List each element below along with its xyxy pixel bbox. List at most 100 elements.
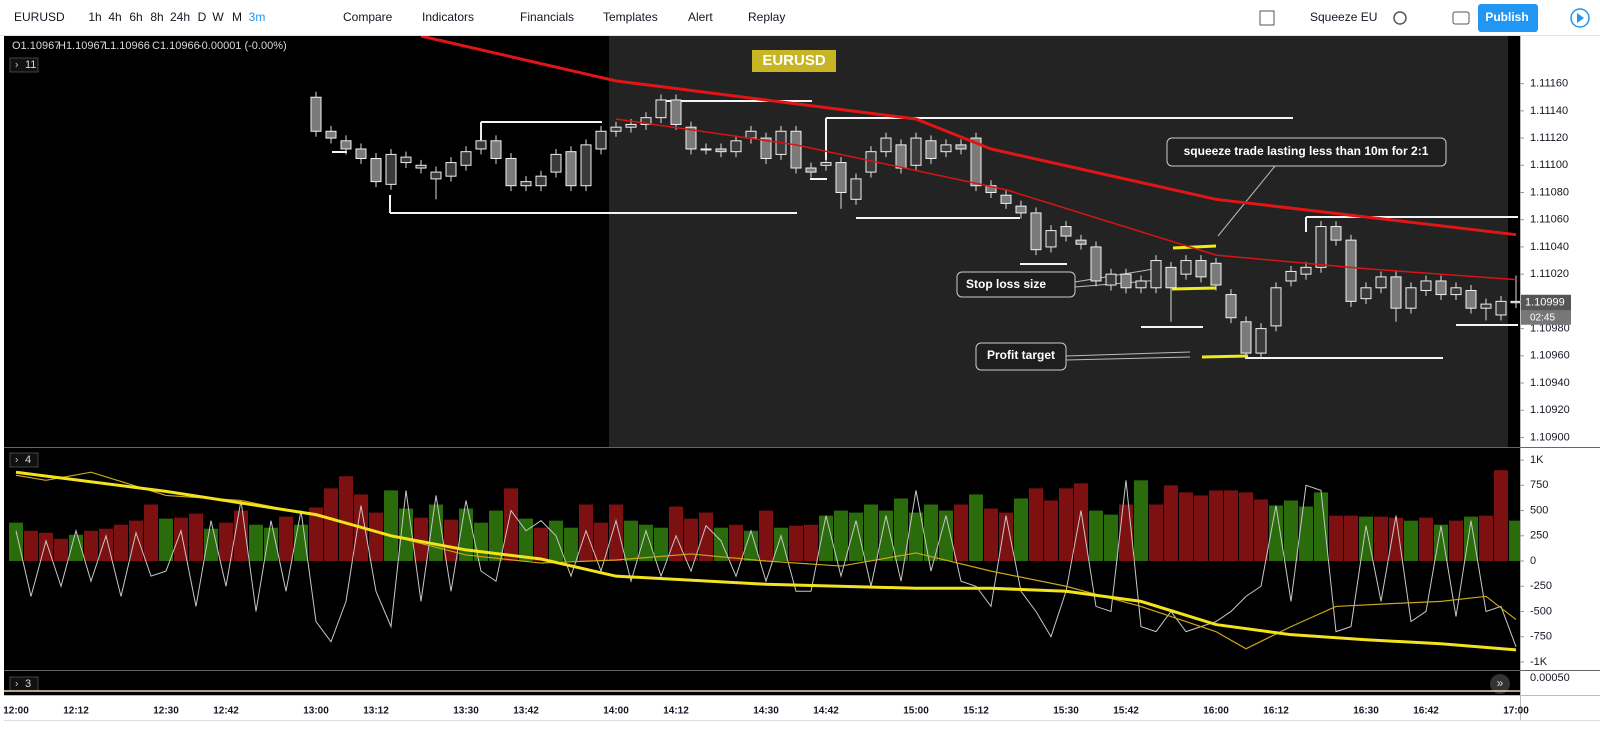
fullscreen-toggle[interactable] bbox=[1259, 10, 1275, 26]
histogram-bar bbox=[1329, 515, 1343, 562]
scroll-button[interactable] bbox=[1490, 674, 1510, 694]
histogram-bar bbox=[849, 512, 863, 562]
snapshot-icon[interactable] bbox=[1452, 11, 1470, 25]
histogram-bar bbox=[9, 522, 23, 562]
histogram-bar bbox=[564, 527, 578, 562]
layout-name[interactable]: Squeeze EU bbox=[1310, 10, 1377, 24]
histogram-bar bbox=[474, 522, 488, 562]
callout-box bbox=[1166, 137, 1447, 167]
histogram-bar bbox=[609, 504, 623, 562]
candle-body bbox=[535, 175, 547, 187]
candle-body bbox=[1255, 328, 1267, 354]
histogram-bar bbox=[1254, 499, 1268, 562]
histogram-bar bbox=[144, 504, 158, 562]
pane-chevron: › bbox=[15, 455, 18, 466]
histogram-bar bbox=[1494, 470, 1508, 562]
x-tick-label: 14:00 bbox=[603, 706, 629, 717]
pane-toggle[interactable] bbox=[9, 452, 39, 468]
histogram-bar bbox=[384, 490, 398, 562]
x-tick-label: 12:00 bbox=[3, 706, 29, 717]
publish-button[interactable] bbox=[1478, 4, 1538, 32]
candle-body bbox=[910, 137, 922, 166]
interval-button[interactable]: 1h bbox=[88, 10, 101, 24]
y-tick-label: 500 bbox=[1530, 504, 1548, 516]
candle-body bbox=[1045, 230, 1057, 248]
candle-body bbox=[310, 96, 322, 132]
candle-body bbox=[505, 157, 517, 187]
ohlc-value: -0.00001 (-0.00%) bbox=[198, 40, 287, 52]
ma-fast bbox=[615, 118, 1517, 281]
histogram-bar bbox=[54, 538, 68, 562]
y-tick-label: 1.10960 bbox=[1530, 350, 1570, 362]
candle-body bbox=[370, 157, 382, 183]
toolbar-button[interactable]: Compare bbox=[343, 10, 393, 24]
candle-body bbox=[1210, 262, 1222, 286]
candle-body bbox=[385, 153, 397, 185]
signal-line bbox=[15, 480, 1517, 647]
play-button[interactable] bbox=[1570, 8, 1590, 28]
histogram-bar bbox=[1059, 488, 1073, 562]
candle-body bbox=[1480, 303, 1492, 309]
interval-button[interactable]: 3m bbox=[249, 10, 266, 24]
interval-button[interactable]: 4h bbox=[108, 10, 121, 24]
interval-button[interactable]: W bbox=[212, 10, 224, 24]
toolbar-button[interactable]: Alert bbox=[688, 10, 713, 24]
histogram-bar bbox=[879, 510, 893, 562]
histogram-bar bbox=[759, 510, 773, 562]
interval-button[interactable]: D bbox=[198, 10, 207, 24]
oscillator-plot bbox=[9, 470, 1520, 652]
publish-label[interactable]: Publish bbox=[1485, 10, 1528, 24]
histogram-bar bbox=[939, 510, 953, 562]
interval-button[interactable]: M bbox=[232, 10, 242, 24]
candle-body bbox=[1090, 246, 1102, 282]
histogram-bar bbox=[1314, 492, 1328, 562]
ohlc-value: L1.10966 bbox=[104, 40, 150, 52]
histogram-bar bbox=[1209, 490, 1223, 562]
x-tick-label: 13:30 bbox=[453, 706, 479, 717]
histogram-bar bbox=[294, 524, 308, 562]
histogram-bar bbox=[1434, 524, 1448, 562]
histogram-bar bbox=[579, 504, 593, 562]
histogram-bar bbox=[1479, 515, 1493, 562]
x-tick-label: 15:30 bbox=[1053, 706, 1079, 717]
y-tick-label: -1K bbox=[1530, 656, 1548, 668]
candle-body bbox=[760, 137, 772, 159]
settings-icon[interactable] bbox=[1393, 11, 1407, 25]
toolbar-button[interactable]: Indicators bbox=[422, 10, 474, 24]
candle-body bbox=[1285, 270, 1297, 282]
candle-body bbox=[610, 126, 622, 132]
interval-button[interactable]: 6h bbox=[129, 10, 142, 24]
toolbar-button[interactable]: Replay bbox=[748, 10, 785, 24]
histogram-bar bbox=[984, 508, 998, 562]
candle-body bbox=[415, 164, 427, 169]
pane-chevron: › bbox=[15, 679, 18, 690]
candle-body bbox=[1030, 212, 1042, 251]
toolbar-button[interactable]: Templates bbox=[603, 10, 658, 24]
candle-body bbox=[1435, 280, 1447, 296]
candle-body bbox=[985, 185, 997, 194]
histogram-bar bbox=[834, 510, 848, 562]
candle-body bbox=[670, 99, 682, 125]
stop-line bbox=[1171, 286, 1217, 291]
candle-body bbox=[1360, 287, 1372, 300]
histogram-bar bbox=[219, 522, 233, 562]
x-tick-label: 16:00 bbox=[1203, 706, 1229, 717]
histogram-bar bbox=[774, 527, 788, 562]
y-tick-label: 1.11100 bbox=[1530, 159, 1568, 171]
callout-text: Stop loss size bbox=[966, 277, 1046, 291]
candle-body bbox=[1510, 300, 1520, 304]
candle-body bbox=[715, 148, 727, 153]
symbol[interactable]: EURUSD bbox=[14, 10, 65, 24]
toolbar-button[interactable]: Financials bbox=[520, 10, 574, 24]
histogram-bar bbox=[669, 506, 683, 562]
y-tick-label: 1.11160 bbox=[1530, 78, 1568, 90]
histogram-bar bbox=[999, 512, 1013, 562]
histogram-bar bbox=[1359, 516, 1373, 562]
histogram-bar bbox=[1344, 515, 1358, 562]
histogram-bar bbox=[1029, 488, 1043, 562]
pane-toggle[interactable] bbox=[9, 57, 39, 73]
histogram-bar bbox=[1014, 498, 1028, 562]
y-tick-label: -250 bbox=[1530, 580, 1552, 592]
interval-button[interactable]: 8h bbox=[150, 10, 163, 24]
interval-button[interactable]: 24h bbox=[170, 10, 190, 24]
